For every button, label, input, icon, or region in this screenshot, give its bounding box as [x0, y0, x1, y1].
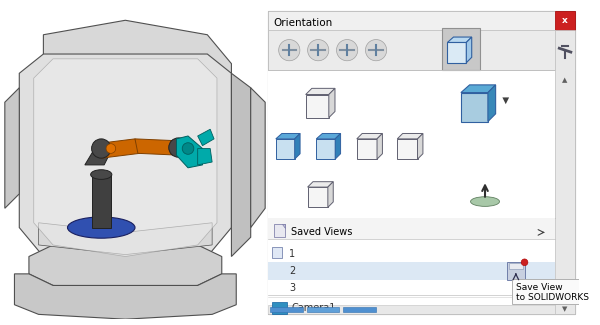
Polygon shape [43, 20, 232, 88]
Polygon shape [232, 73, 251, 256]
Polygon shape [276, 139, 295, 159]
Polygon shape [397, 134, 423, 139]
Bar [270, 307, 303, 312]
Circle shape [92, 139, 111, 158]
Circle shape [278, 40, 300, 61]
Polygon shape [397, 139, 418, 159]
Polygon shape [29, 245, 222, 290]
Polygon shape [295, 134, 300, 159]
Bar [507, 262, 524, 280]
Polygon shape [308, 182, 333, 187]
Bar [268, 218, 556, 239]
Ellipse shape [67, 217, 135, 238]
Bar [343, 307, 376, 312]
Polygon shape [466, 37, 472, 63]
Circle shape [365, 40, 386, 61]
Polygon shape [34, 59, 217, 256]
Text: Orientation: Orientation [274, 18, 333, 28]
Bar [272, 247, 281, 258]
Circle shape [521, 259, 528, 266]
Bar [268, 262, 556, 280]
Bar [268, 11, 575, 314]
Polygon shape [308, 187, 328, 207]
Polygon shape [14, 274, 236, 319]
Polygon shape [448, 43, 466, 63]
Polygon shape [251, 88, 265, 227]
Polygon shape [418, 134, 423, 159]
Polygon shape [316, 134, 341, 139]
Polygon shape [92, 175, 111, 227]
Text: x: x [562, 16, 568, 25]
Bar [307, 307, 340, 312]
Polygon shape [5, 88, 19, 208]
Bar [268, 305, 556, 314]
Text: 2: 2 [289, 266, 296, 276]
Polygon shape [461, 93, 488, 122]
Bar [268, 11, 556, 30]
Polygon shape [329, 88, 335, 118]
Text: ▲: ▲ [562, 77, 568, 83]
Polygon shape [85, 146, 114, 165]
Polygon shape [19, 54, 232, 271]
Text: ▼: ▼ [562, 306, 568, 313]
Polygon shape [377, 134, 382, 159]
Polygon shape [305, 95, 329, 118]
Text: to SOLIDWORKS: to SOLIDWORKS [516, 293, 589, 303]
Polygon shape [276, 134, 300, 139]
Bar [268, 280, 556, 297]
Text: 1: 1 [289, 249, 295, 259]
Polygon shape [335, 134, 341, 159]
Polygon shape [357, 134, 382, 139]
Polygon shape [316, 139, 335, 159]
Polygon shape [357, 139, 377, 159]
Bar [274, 224, 286, 237]
Polygon shape [38, 223, 212, 254]
Text: Save View: Save View [516, 283, 562, 292]
Ellipse shape [470, 197, 499, 206]
Polygon shape [176, 136, 202, 168]
Bar [272, 302, 287, 314]
Bar [556, 30, 575, 314]
Circle shape [337, 40, 358, 61]
Bar [268, 71, 556, 314]
Polygon shape [97, 139, 140, 158]
Polygon shape [305, 88, 335, 95]
Circle shape [308, 40, 329, 61]
Polygon shape [135, 139, 181, 155]
Polygon shape [281, 224, 286, 228]
Bar [268, 30, 556, 71]
Polygon shape [197, 129, 214, 146]
Text: Saved Views: Saved Views [291, 227, 353, 237]
Text: Camera1: Camera1 [291, 303, 335, 313]
Polygon shape [328, 182, 333, 207]
Circle shape [169, 138, 188, 157]
Circle shape [182, 143, 194, 154]
Text: 3: 3 [289, 283, 295, 293]
Bar [556, 11, 575, 30]
Circle shape [106, 144, 116, 153]
Bar [509, 263, 523, 269]
Bar [512, 279, 600, 304]
Bar [268, 245, 556, 262]
Polygon shape [488, 85, 496, 122]
Bar [442, 28, 480, 71]
Ellipse shape [91, 170, 112, 179]
Polygon shape [197, 149, 212, 165]
Polygon shape [448, 37, 472, 43]
Polygon shape [502, 98, 509, 104]
Polygon shape [461, 85, 496, 93]
